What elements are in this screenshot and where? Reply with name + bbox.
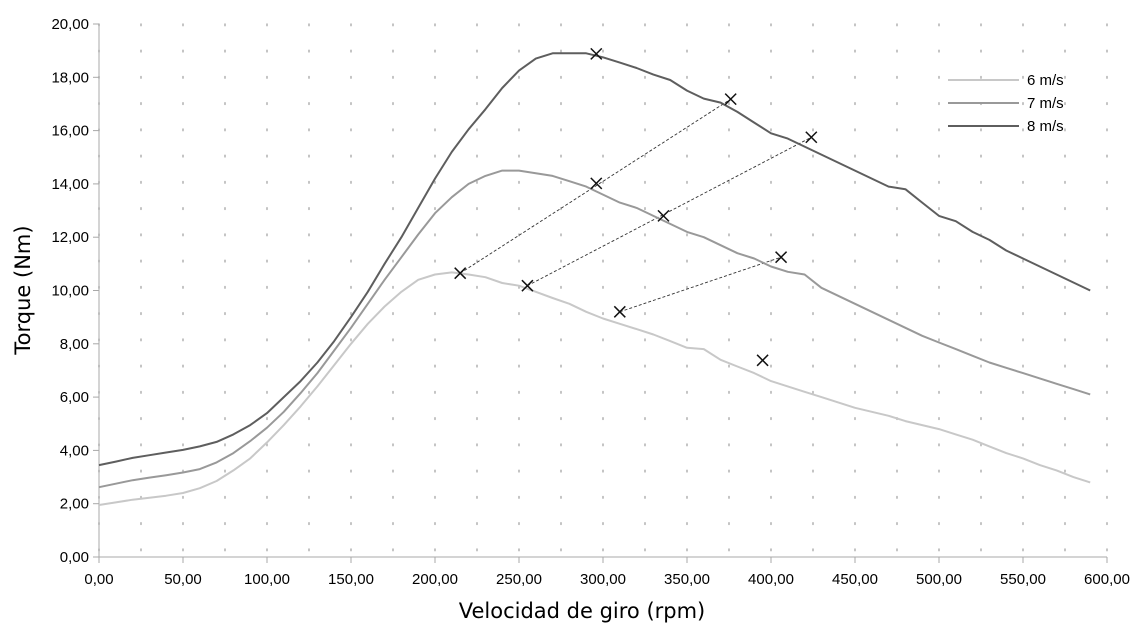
y-tick-label: 18,00	[51, 69, 89, 86]
x-marker	[775, 251, 788, 264]
x-tick-label: 500,00	[916, 571, 962, 588]
x-tick-label: 300,00	[580, 571, 626, 588]
axes: 0,00 2,00 4,00 6,00 8,00 10,00 12,00 14,00 16,00…	[51, 16, 1129, 588]
x-marker	[590, 47, 603, 60]
dashed-connector	[459, 98, 731, 274]
x-marker-stroke	[805, 131, 818, 144]
legend-label: 7 m/s	[1027, 95, 1064, 112]
y-tick-label: 12,00	[51, 229, 89, 246]
y-tick-label: 0,00	[60, 549, 89, 566]
x-tick-label: 350,00	[664, 571, 710, 588]
x-marker	[657, 209, 670, 222]
x-tick-label: 200,00	[412, 571, 458, 588]
series-line-8-m-s	[98, 52, 1091, 467]
y-tick-label: 8,00	[60, 336, 89, 353]
series-line-7-m-s	[98, 169, 1091, 489]
x-tick-label: 400,00	[748, 571, 794, 588]
x-tick-label: 250,00	[496, 571, 542, 588]
series-lines	[98, 52, 1091, 506]
x-marker	[521, 279, 534, 292]
y-axis-title: Torque (Nm)	[11, 225, 35, 355]
x-axis-title: Velocidad de giro (rpm)	[459, 599, 706, 623]
y-tick-label: 10,00	[51, 283, 89, 300]
y-tick-label: 16,00	[51, 123, 89, 140]
legend: 6 m/s 7 m/s 8 m/s	[948, 72, 1064, 135]
x-marker-stroke	[657, 209, 670, 222]
x-marker-stroke	[613, 305, 626, 318]
x-marker	[590, 177, 603, 190]
x-marker	[805, 131, 818, 144]
x-tick-label: 550,00	[1000, 571, 1046, 588]
legend-label: 8 m/s	[1027, 118, 1064, 135]
x-marker	[454, 267, 467, 280]
y-tick-label: 20,00	[51, 16, 89, 33]
dashed-connectors	[459, 98, 812, 313]
y-tick-label: 6,00	[60, 389, 89, 406]
x-marker-stroke	[775, 251, 788, 264]
x-tick-label: 450,00	[832, 571, 878, 588]
x-tick-label: 0,00	[84, 571, 113, 588]
y-tick-label: 14,00	[51, 176, 89, 193]
y-tick-label: 4,00	[60, 442, 89, 459]
dashed-connector	[619, 256, 782, 313]
x-marker-stroke	[590, 177, 603, 190]
markers	[454, 47, 818, 367]
x-tick-label: 150,00	[328, 571, 374, 588]
x-marker-stroke	[756, 354, 769, 367]
x-marker-stroke	[724, 93, 737, 106]
x-marker-stroke	[454, 267, 467, 280]
dashed-connector	[527, 136, 812, 287]
x-marker	[724, 93, 737, 106]
x-marker	[613, 305, 626, 318]
x-marker	[756, 354, 769, 367]
x-tick-label: 600,00	[1084, 571, 1130, 588]
x-tick-label: 50,00	[164, 571, 202, 588]
x-marker-stroke	[590, 47, 603, 60]
y-tick-label: 2,00	[60, 496, 89, 513]
x-marker-stroke	[521, 279, 534, 292]
series-line-6-m-s	[98, 271, 1091, 506]
legend-label: 6 m/s	[1027, 72, 1064, 89]
x-tick-label: 100,00	[244, 571, 290, 588]
